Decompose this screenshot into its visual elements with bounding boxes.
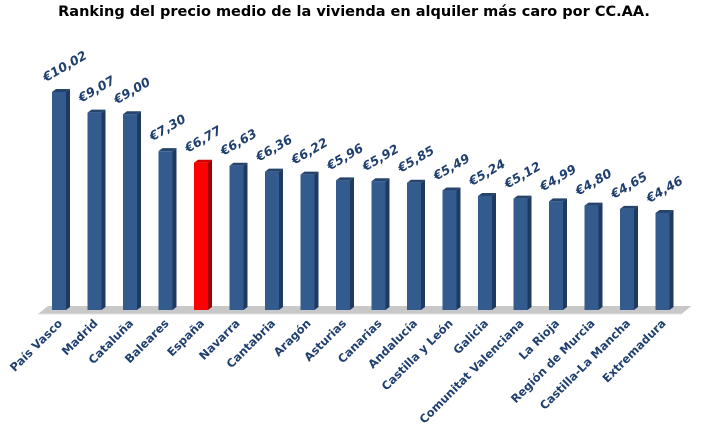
bar-side xyxy=(598,202,603,310)
bar-top xyxy=(407,179,425,183)
bar xyxy=(407,182,421,310)
bar-top xyxy=(300,171,319,175)
bar xyxy=(371,181,386,310)
bar-top xyxy=(549,198,567,202)
value-label: €6,63 xyxy=(217,126,260,159)
bar-top xyxy=(87,109,106,113)
bar-side xyxy=(314,171,319,310)
bar-side xyxy=(385,178,390,310)
value-label: €5,92 xyxy=(359,141,402,174)
bar xyxy=(229,165,244,310)
bar-side xyxy=(634,205,638,310)
bar xyxy=(158,151,173,310)
value-label: €6,22 xyxy=(288,135,331,168)
value-label: €10,02 xyxy=(39,47,89,85)
bar-top xyxy=(655,209,674,213)
bar-side xyxy=(172,148,177,310)
bar-top xyxy=(52,89,70,92)
bar-side xyxy=(101,109,106,310)
bar-side xyxy=(456,187,461,310)
value-label: €6,36 xyxy=(252,131,295,164)
bar xyxy=(513,198,528,310)
value-label: €5,24 xyxy=(465,156,508,189)
bar-top xyxy=(584,202,603,206)
bar-side xyxy=(137,111,141,310)
bar-top xyxy=(620,205,638,209)
bar-top xyxy=(229,162,248,166)
bar xyxy=(300,174,315,310)
value-label: €4,46 xyxy=(643,173,686,206)
bar xyxy=(584,205,599,310)
bar-top xyxy=(478,192,496,196)
value-label: €5,12 xyxy=(501,158,544,191)
bar-side xyxy=(208,159,212,310)
bar-top xyxy=(336,177,354,181)
bar-side xyxy=(563,198,567,310)
bar xyxy=(265,171,279,310)
bar xyxy=(87,112,102,310)
value-label: €5,96 xyxy=(323,140,366,173)
bar-top xyxy=(194,159,212,163)
chart-title: Ranking del precio medio de la vivienda … xyxy=(58,4,650,20)
bar-top xyxy=(123,111,141,115)
bar-side xyxy=(527,195,532,310)
value-label: €4,65 xyxy=(607,169,650,202)
bar xyxy=(194,162,208,310)
bar xyxy=(52,92,66,310)
bar-top xyxy=(513,195,532,199)
value-label: €6,77 xyxy=(181,122,224,155)
bar xyxy=(123,114,137,310)
bar-side xyxy=(350,177,354,310)
bar-top xyxy=(158,148,177,152)
value-label: €4,99 xyxy=(536,161,579,194)
bar-side xyxy=(243,162,248,310)
value-label: €7,30 xyxy=(146,111,189,144)
x-tick-label: País Vasco xyxy=(7,316,65,374)
value-label: €9,07 xyxy=(75,72,118,105)
bar xyxy=(655,212,670,310)
bar xyxy=(478,195,492,310)
bar-side xyxy=(279,168,283,310)
bar-side xyxy=(421,179,425,310)
bar xyxy=(549,201,563,310)
bar xyxy=(336,180,350,310)
value-label: €9,00 xyxy=(110,74,153,107)
bar-side xyxy=(492,192,496,310)
bar xyxy=(620,208,634,310)
x-tick-label: Extremadura xyxy=(599,316,668,385)
bar-side xyxy=(66,89,70,310)
bar-top xyxy=(265,168,283,172)
bar-top xyxy=(371,178,390,182)
bar xyxy=(442,190,457,310)
bar-top xyxy=(442,187,461,191)
bar-side xyxy=(669,209,674,310)
value-label: €4,80 xyxy=(572,165,615,198)
